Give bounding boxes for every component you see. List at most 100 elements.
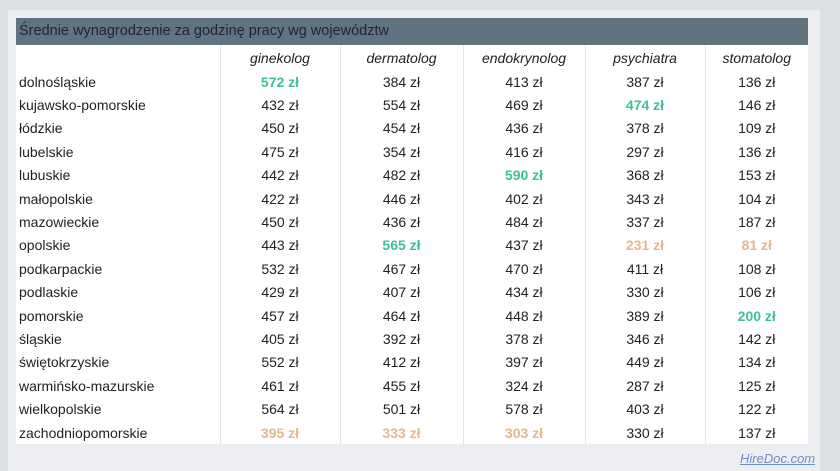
column-header: psychiatra bbox=[584, 45, 705, 70]
salary-cell: 436 zł bbox=[339, 210, 463, 234]
column-header: endokrynolog bbox=[462, 45, 585, 70]
salary-cell: 554 zł bbox=[339, 93, 463, 117]
salary-cell: 153 zł bbox=[704, 163, 808, 187]
salary-cell: 378 zł bbox=[462, 327, 585, 351]
salary-cell: 346 zł bbox=[584, 327, 705, 351]
region-name: łódzkie bbox=[19, 120, 63, 137]
salary-cell: 454 zł bbox=[339, 116, 463, 141]
salary-cell: 429 zł bbox=[219, 280, 340, 304]
table-row: małopolskie 422 zł 446 zł 402 zł 343 zł 104 z… bbox=[16, 186, 808, 211]
salary-cell: 437 zł bbox=[462, 233, 585, 258]
region-name: świętokrzyskie bbox=[19, 354, 110, 371]
salary-cell: 443 zł bbox=[219, 233, 340, 258]
salary-cell: 532 zł bbox=[219, 257, 340, 281]
salary-cell: 392 zł bbox=[339, 327, 463, 351]
table-title: Średnie wynagrodzenie za godzinę pracy w… bbox=[16, 18, 808, 45]
salary-cell: 450 zł bbox=[219, 116, 340, 141]
salary-cell: 106 zł bbox=[704, 280, 808, 304]
salary-cell: 405 zł bbox=[219, 327, 340, 351]
table-row: zachodniopomorskie 395 zł 333 zł 303 zł 330 … bbox=[16, 420, 808, 445]
region-name: mazowieckie bbox=[19, 214, 100, 231]
salary-cell: 137 zł bbox=[704, 420, 808, 445]
salary-cell: 484 zł bbox=[462, 210, 585, 234]
salary-cell: 402 zł bbox=[462, 186, 585, 211]
table-body: dolnośląskie 572 zł 384 zł 413 zł 387 zł 136 … bbox=[16, 70, 808, 445]
salary-cell: 413 zł bbox=[462, 70, 585, 94]
table-row: wielkopolskie 564 zł 501 zł 578 zł 403 zł 122… bbox=[16, 397, 808, 421]
region-name: kujawsko-pomorskie bbox=[19, 97, 146, 114]
salary-cell: 146 zł bbox=[704, 93, 808, 117]
salary-cell: 397 zł bbox=[462, 350, 585, 375]
region-name: małopolskie bbox=[19, 190, 93, 207]
region-name: dolnośląskie bbox=[19, 73, 97, 90]
salary-cell: 81 zł bbox=[704, 233, 808, 258]
table-row: kujawsko-pomorskie 432 zł 554 zł 469 zł 474 … bbox=[16, 93, 808, 117]
salary-cell: 436 zł bbox=[462, 116, 585, 141]
table-row: podkarpackie 532 zł 467 zł 470 zł 411 zł 108 … bbox=[16, 257, 808, 281]
salary-cell: 343 zł bbox=[584, 186, 705, 211]
salary-cell: 590 zł bbox=[462, 163, 585, 187]
salary-cell: 467 zł bbox=[339, 257, 463, 281]
salary-cell: 287 zł bbox=[584, 374, 705, 398]
column-header: stomatolog bbox=[704, 45, 808, 70]
salary-cell: 470 zł bbox=[462, 257, 585, 281]
salary-cell: 368 zł bbox=[584, 163, 705, 187]
salary-cell: 387 zł bbox=[584, 70, 705, 94]
salary-cell: 442 zł bbox=[219, 163, 340, 187]
salary-cell: 297 zł bbox=[584, 140, 705, 164]
salary-cell: 187 zł bbox=[704, 210, 808, 234]
header-row: ginekolog dermatolog endokrynolog psychiatr… bbox=[16, 45, 808, 70]
salary-table: ginekolog dermatolog endokrynolog psychiatr… bbox=[16, 45, 808, 445]
salary-cell: 303 zł bbox=[462, 420, 585, 445]
region-name: podlaskie bbox=[19, 284, 79, 301]
table-row: podlaskie 429 zł 407 zł 434 zł 330 zł 106 zł bbox=[16, 280, 808, 304]
table-row: świętokrzyskie 552 zł 412 zł 397 zł 449 zł 13… bbox=[16, 350, 808, 375]
salary-cell: 578 zł bbox=[462, 397, 585, 421]
salary-cell: 134 zł bbox=[704, 350, 808, 375]
salary-cell: 104 zł bbox=[704, 186, 808, 211]
table-row: śląskie 405 zł 392 zł 378 zł 346 zł 142 zł bbox=[16, 327, 808, 351]
salary-cell: 354 zł bbox=[339, 140, 463, 164]
salary-cell: 395 zł bbox=[219, 420, 340, 445]
salary-cell: 432 zł bbox=[219, 93, 340, 117]
hiredoc-link[interactable]: HireDoc.com bbox=[740, 451, 816, 466]
region-name: wielkopolskie bbox=[19, 401, 102, 418]
salary-cell: 108 zł bbox=[704, 257, 808, 281]
header-region bbox=[16, 45, 220, 70]
salary-cell: 475 zł bbox=[219, 140, 340, 164]
salary-cell: 461 zł bbox=[219, 374, 340, 398]
table-row: łódzkie 450 zł 454 zł 436 zł 378 zł 109 zł bbox=[16, 116, 808, 141]
region-name: lubuskie bbox=[19, 167, 71, 184]
salary-cell: 501 zł bbox=[339, 397, 463, 421]
salary-cell: 448 zł bbox=[462, 303, 585, 328]
salary-cell: 324 zł bbox=[462, 374, 585, 398]
salary-cell: 464 zł bbox=[339, 303, 463, 328]
salary-cell: 474 zł bbox=[584, 93, 705, 117]
salary-cell: 125 zł bbox=[704, 374, 808, 398]
salary-cell: 446 zł bbox=[339, 186, 463, 211]
salary-cell: 142 zł bbox=[704, 327, 808, 351]
salary-cell: 552 zł bbox=[219, 350, 340, 375]
salary-cell: 572 zł bbox=[219, 70, 340, 94]
salary-cell: 122 zł bbox=[704, 397, 808, 421]
table-row: pomorskie 457 zł 464 zł 448 zł 389 zł 200 zł bbox=[16, 303, 808, 328]
salary-cell: 449 zł bbox=[584, 350, 705, 375]
table-row: warmińsko-mazurskie 461 zł 455 zł 324 zł 287… bbox=[16, 374, 808, 398]
salary-cell: 455 zł bbox=[339, 374, 463, 398]
salary-cell: 416 zł bbox=[462, 140, 585, 164]
salary-table-card: Średnie wynagrodzenie za godzinę pracy w… bbox=[16, 18, 808, 445]
region-name: warmińsko-mazurskie bbox=[19, 377, 155, 394]
salary-cell: 389 zł bbox=[584, 303, 705, 328]
salary-cell: 411 zł bbox=[584, 257, 705, 281]
salary-cell: 412 zł bbox=[339, 350, 463, 375]
salary-cell: 564 zł bbox=[219, 397, 340, 421]
salary-cell: 337 zł bbox=[584, 210, 705, 234]
region-name: zachodniopomorskie bbox=[19, 424, 148, 441]
region-name: podkarpackie bbox=[19, 260, 103, 277]
salary-cell: 565 zł bbox=[339, 233, 463, 258]
salary-cell: 330 zł bbox=[584, 420, 705, 445]
salary-cell: 136 zł bbox=[704, 140, 808, 164]
salary-cell: 403 zł bbox=[584, 397, 705, 421]
salary-cell: 384 zł bbox=[339, 70, 463, 94]
salary-cell: 450 zł bbox=[219, 210, 340, 234]
